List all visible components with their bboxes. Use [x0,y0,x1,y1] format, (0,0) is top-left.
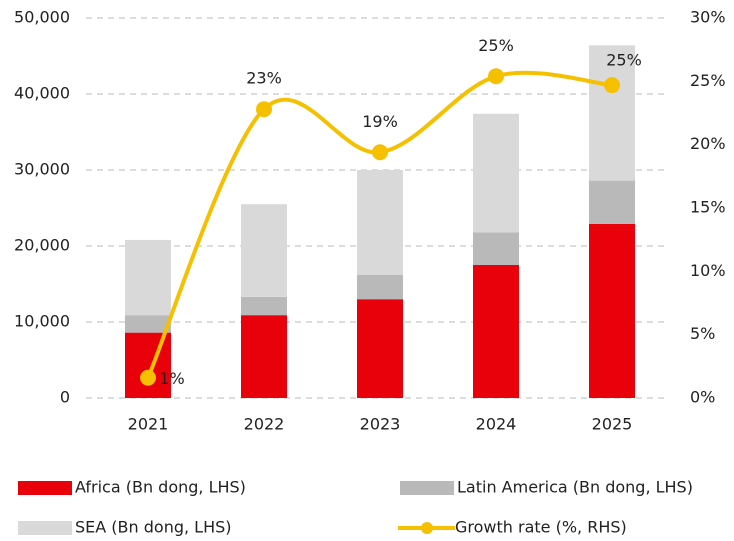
bar-segment [473,265,519,398]
data-label: 25% [606,51,642,70]
bar-segment [589,180,635,224]
bar-segment [589,223,635,398]
y-tick-label: 0 [60,388,70,407]
bar-segment [357,170,403,275]
y2-tick-label: 0% [690,388,715,407]
legend-label: Africa (Bn dong, LHS) [75,478,246,497]
x-tick-label: 2021 [128,415,169,434]
legend-marker [421,522,433,534]
legend-label: Growth rate (%, RHS) [455,518,627,537]
data-label: 19% [362,112,398,131]
bar-segment [473,113,519,233]
data-label: 25% [478,36,514,55]
y2-tick-label: 10% [690,261,726,280]
growth-point [140,369,156,386]
x-tick-label: 2025 [592,415,633,434]
growth-point [604,77,620,94]
bar-segment [241,296,287,316]
y-tick-label: 10,000 [14,312,70,331]
bar-segment [357,299,403,398]
y2-tick-label: 30% [690,8,726,27]
y2-tick-label: 25% [690,71,726,90]
y2-tick-label: 5% [690,324,715,343]
y2-tick-label: 20% [690,134,726,153]
y-tick-label: 50,000 [14,8,70,27]
data-label: 23% [246,69,282,88]
legend-swatch [400,481,454,495]
legend-label: SEA (Bn dong, LHS) [75,518,232,537]
x-tick-label: 2024 [476,415,517,434]
y-tick-label: 40,000 [14,84,70,103]
bar-segment [125,315,171,333]
legend-swatch [18,521,72,535]
x-tick-label: 2022 [244,415,285,434]
bar-segment [125,239,171,316]
growth-point [488,68,504,85]
bar-segment [589,45,635,181]
growth-point [256,101,272,118]
legend-swatch [18,481,72,495]
bar-segment [357,274,403,300]
x-tick-label: 2023 [360,415,401,434]
bar-segment [125,332,171,398]
bar-segment [241,315,287,398]
y-tick-label: 20,000 [14,236,70,255]
y2-tick-label: 15% [690,198,726,217]
legend-label: Latin America (Bn dong, LHS) [457,478,693,497]
y-tick-label: 30,000 [14,160,70,179]
bar-segment [241,204,287,297]
data-label: 1% [159,369,184,388]
growth-point [372,144,388,161]
bar-segment [473,232,519,265]
growth-line [146,70,613,379]
